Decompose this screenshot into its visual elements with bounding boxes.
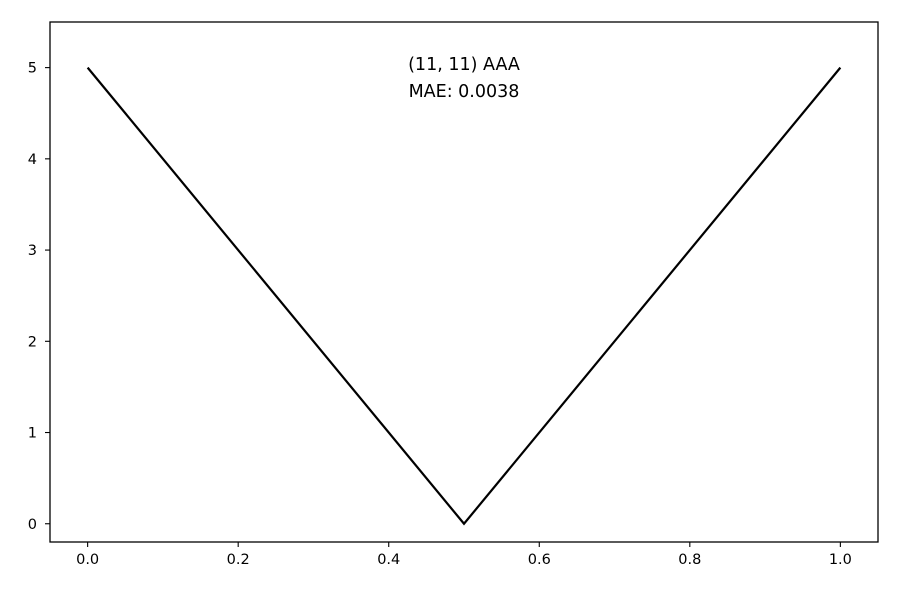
mae-annotation: MAE: 0.0038 — [409, 82, 520, 102]
x-tick-label: 0.8 — [678, 552, 701, 568]
x-tick-label: 0.4 — [377, 552, 400, 568]
series-layer — [86, 66, 842, 526]
y-tick-label: 5 — [28, 61, 37, 77]
y-tick-label: 0 — [28, 517, 37, 533]
x-tick-label: 0.6 — [528, 552, 551, 568]
annotation-label: (11, 11) AAA — [408, 55, 520, 75]
plot-area — [49, 21, 879, 543]
y-tick-label: 2 — [28, 334, 37, 350]
x-axis: 0.0 0.2 0.4 0.6 0.8 1.0 — [76, 542, 852, 568]
y-axis: 0 1 2 3 4 5 — [28, 61, 50, 533]
series-line — [86, 66, 842, 526]
x-tick-label: 0.2 — [227, 552, 250, 568]
y-tick-label: 4 — [28, 152, 37, 168]
y-tick-label: 1 — [28, 426, 37, 442]
x-tick-label: 1.0 — [829, 552, 852, 568]
x-tick-label: 0.0 — [76, 552, 99, 568]
y-tick-label: 3 — [28, 243, 37, 259]
